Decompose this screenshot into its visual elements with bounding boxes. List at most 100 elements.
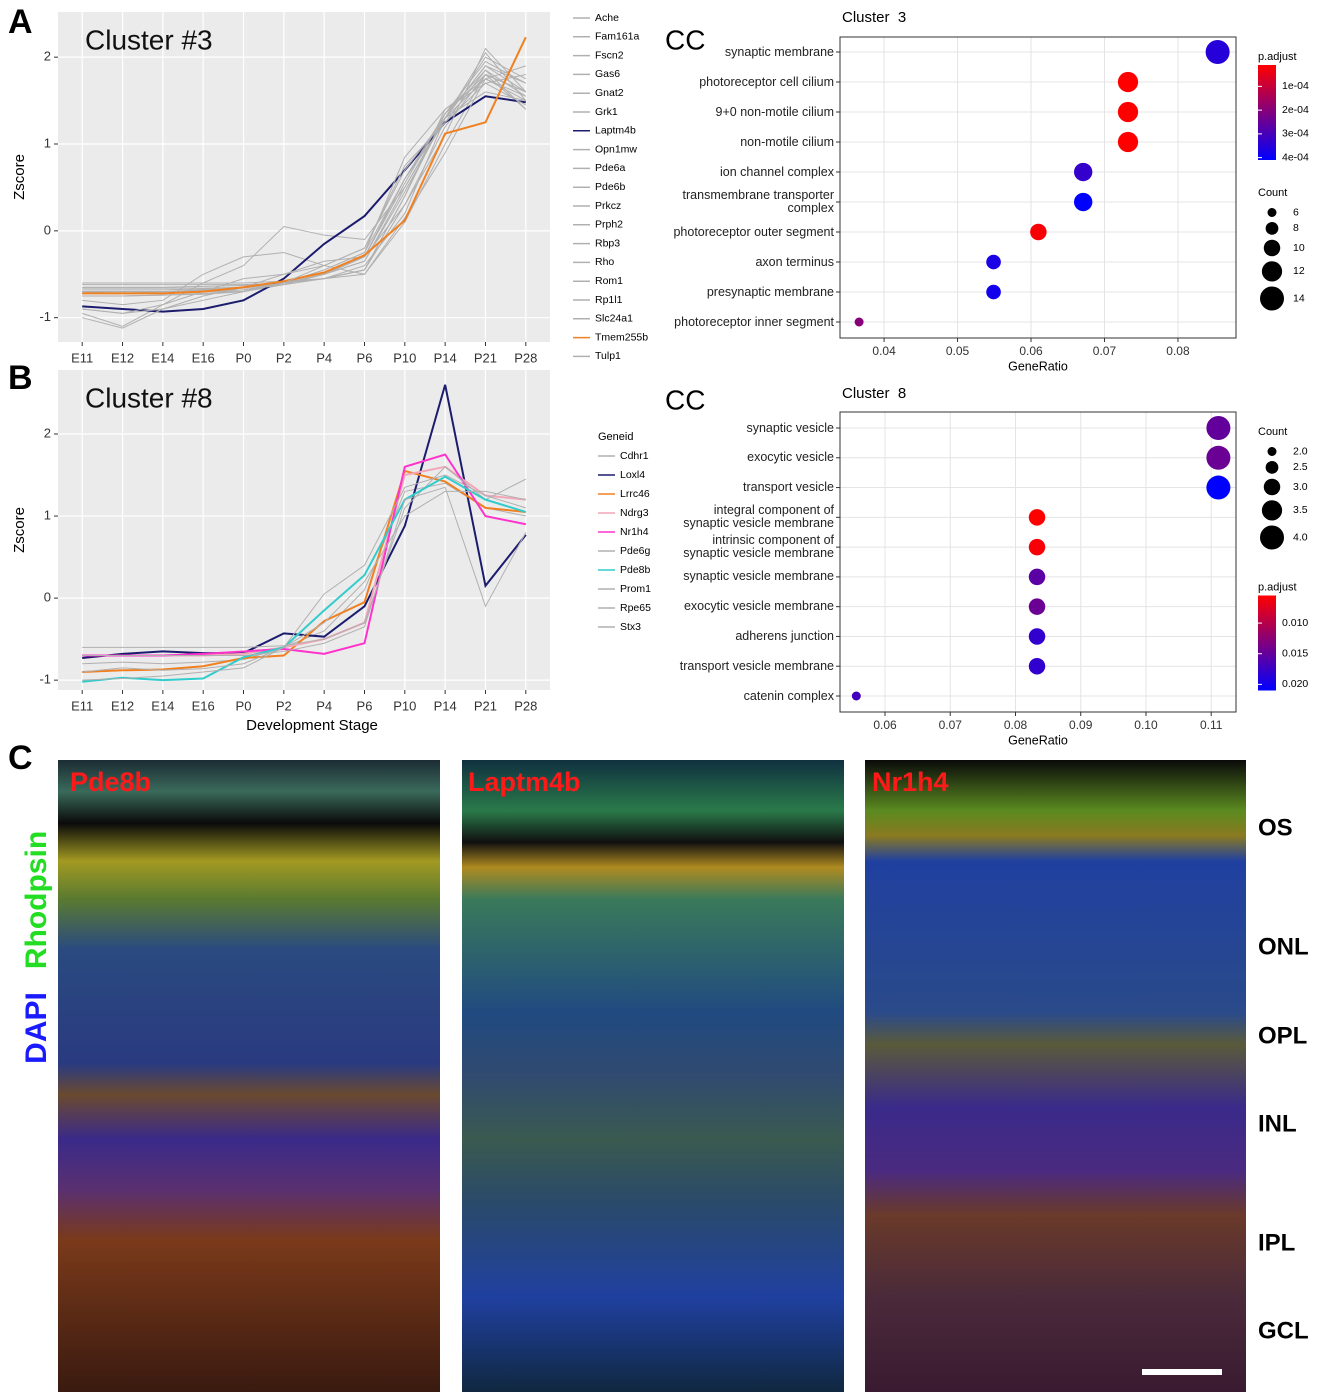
category-box: catenin complex <box>744 689 834 702</box>
x-tick-label: P4 <box>316 698 332 713</box>
size-key <box>1260 525 1284 550</box>
legend-title: Geneid <box>598 431 633 443</box>
chart-title: Cluster 8 <box>842 385 906 402</box>
legend-title: Count <box>1258 187 1287 199</box>
legend-label: Prph2 <box>595 219 623 231</box>
x-tick-label: P2 <box>276 350 292 365</box>
y-tick-label: integral component of synaptic vesicle m… <box>683 503 834 531</box>
dot <box>1073 192 1093 212</box>
plot-border <box>839 36 1237 339</box>
x-tick-label: P0 <box>236 350 252 365</box>
legend-label: Pde6a <box>595 162 626 174</box>
category-box: axon terminus <box>755 254 834 269</box>
series-line <box>82 95 526 313</box>
category-box: transport vesicle membrane <box>680 659 834 672</box>
y-tick-label: synaptic vesicle membrane <box>683 569 834 584</box>
dot <box>986 254 1001 270</box>
size-label: 2.0 <box>1293 445 1308 457</box>
dot <box>1117 131 1139 153</box>
y-tick-label: 1 <box>44 507 51 522</box>
size-key <box>1260 286 1284 311</box>
dot <box>1206 416 1231 440</box>
probe-label: Nr1h4 <box>872 767 949 797</box>
dot <box>1073 162 1093 182</box>
category-box: synaptic vesicle membrane <box>683 569 834 584</box>
colorbar-label: 1e-04 <box>1282 80 1309 92</box>
legend-label: Pde6g <box>620 545 651 557</box>
micrograph <box>462 760 844 1392</box>
legend-label: Gnat2 <box>595 87 624 99</box>
panel-tag: CC <box>665 384 705 415</box>
series-line <box>82 486 527 657</box>
y-tick-label: intrinsic component of synaptic vesicle … <box>683 533 834 561</box>
size-label: 6 <box>1293 206 1299 218</box>
size-key <box>1267 447 1277 456</box>
legend-label: Prkcz <box>595 200 621 212</box>
legend-label: Loxl4 <box>620 469 645 481</box>
series-line <box>82 82 527 314</box>
dot <box>1206 445 1231 470</box>
x-tick-label: P10 <box>393 698 416 713</box>
series-line <box>82 65 526 284</box>
legend-label: Fam161a <box>595 31 640 43</box>
size-key <box>1265 461 1279 474</box>
y-tick-label: synaptic membrane <box>724 44 834 59</box>
scale-bar <box>1142 1369 1222 1375</box>
category-box: photoreceptor cell cilium <box>699 75 834 88</box>
dot <box>1206 475 1231 500</box>
y-tick-label: ion channel complex <box>720 164 834 179</box>
dot <box>1117 71 1139 93</box>
y-tick-label: axon terminus <box>755 254 834 269</box>
layer-label: INL <box>1258 1110 1297 1137</box>
colorbar-label: 2e-04 <box>1282 104 1309 116</box>
colorbar-label: 3e-04 <box>1282 128 1309 140</box>
size-label: 2.5 <box>1293 461 1308 473</box>
x-tick-label: P6 <box>357 350 373 365</box>
dot <box>854 317 864 327</box>
legend-label: Tulp1 <box>595 350 621 362</box>
probe-label: Laptm4b <box>468 767 581 797</box>
y-axis-label: Zscore <box>11 154 28 200</box>
x-tick-label: 0.10 <box>1134 718 1158 732</box>
size-label: 3.0 <box>1293 481 1308 493</box>
legend-title: p.adjust <box>1258 51 1297 63</box>
dot <box>1028 568 1046 586</box>
layer-label: OS <box>1258 814 1293 841</box>
x-tick-label: 0.08 <box>1166 344 1190 358</box>
x-tick-label: P28 <box>514 350 537 365</box>
category-box: photoreceptor outer segment <box>673 225 834 238</box>
y-tick-label: 2 <box>44 49 51 64</box>
micrograph <box>865 760 1246 1392</box>
colorbar-label: 0.010 <box>1282 617 1308 629</box>
legend-label: Slc24a1 <box>595 313 633 325</box>
y-tick-label: transmembrane transporter complex <box>682 188 834 215</box>
x-tick-label: E12 <box>111 350 134 365</box>
panel-label: A <box>8 3 33 41</box>
category-box: photoreceptor inner segment <box>674 314 834 329</box>
size-label: 10 <box>1293 242 1305 254</box>
x-tick-label: P10 <box>393 350 416 365</box>
stain-label: DAPI <box>20 992 53 1064</box>
x-tick-label: P21 <box>474 350 497 365</box>
y-tick-label: -1 <box>39 672 51 687</box>
stain-label: Rhodpsin <box>20 831 53 969</box>
dot <box>986 284 1001 300</box>
legend-label: Opn1mw <box>595 143 637 155</box>
x-tick-label: 0.11 <box>1200 718 1223 732</box>
size-label: 12 <box>1293 265 1305 277</box>
y-tick-label: 1 <box>44 135 51 150</box>
x-tick-label: P14 <box>434 350 457 365</box>
series-line <box>82 69 527 293</box>
x-axis-label: GeneRatio <box>1008 733 1068 747</box>
legend-label: Lrrc46 <box>620 488 650 500</box>
legend-label: Rho <box>595 256 614 268</box>
size-key <box>1261 261 1283 282</box>
x-tick-label: E16 <box>192 698 215 713</box>
category-box: transmembrane transporter complex <box>682 188 834 215</box>
y-tick-label: photoreceptor inner segment <box>674 314 834 329</box>
legend-label: Pde8b <box>620 564 651 576</box>
dot <box>1028 628 1046 645</box>
colorbar-label: 0.015 <box>1282 648 1308 660</box>
legend-title: Count <box>1258 426 1287 438</box>
series-line <box>82 475 527 683</box>
